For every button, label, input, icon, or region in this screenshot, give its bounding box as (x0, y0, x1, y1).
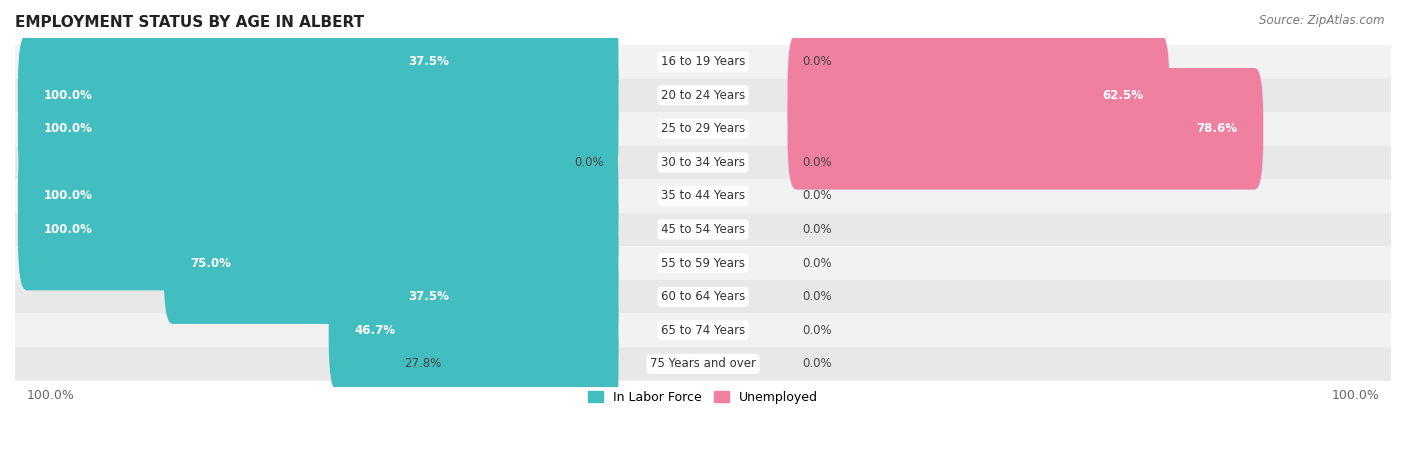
Text: 20 to 24 Years: 20 to 24 Years (661, 89, 745, 102)
FancyBboxPatch shape (15, 280, 1391, 313)
Text: 75 Years and over: 75 Years and over (650, 357, 756, 370)
Text: 25 to 29 Years: 25 to 29 Years (661, 122, 745, 135)
Text: 100.0%: 100.0% (44, 189, 93, 202)
Text: 0.0%: 0.0% (801, 324, 832, 337)
FancyBboxPatch shape (15, 45, 1391, 78)
Text: 16 to 19 Years: 16 to 19 Years (661, 55, 745, 68)
FancyBboxPatch shape (15, 347, 1391, 381)
FancyBboxPatch shape (18, 68, 619, 189)
Text: 100.0%: 100.0% (1331, 389, 1379, 402)
FancyBboxPatch shape (18, 135, 619, 257)
Text: 0.0%: 0.0% (574, 156, 605, 169)
Text: 60 to 64 Years: 60 to 64 Years (661, 290, 745, 303)
FancyBboxPatch shape (15, 78, 1391, 112)
Text: 75.0%: 75.0% (190, 257, 231, 270)
FancyBboxPatch shape (382, 236, 619, 358)
Text: 0.0%: 0.0% (801, 156, 832, 169)
Text: 0.0%: 0.0% (801, 257, 832, 270)
Text: 0.0%: 0.0% (801, 55, 832, 68)
FancyBboxPatch shape (439, 303, 619, 425)
Text: 100.0%: 100.0% (27, 389, 75, 402)
FancyBboxPatch shape (163, 202, 619, 324)
Text: 78.6%: 78.6% (1197, 122, 1237, 135)
Legend: In Labor Force, Unemployed: In Labor Force, Unemployed (583, 386, 823, 409)
Text: Source: ZipAtlas.com: Source: ZipAtlas.com (1260, 14, 1385, 27)
Text: 0.0%: 0.0% (801, 357, 832, 370)
FancyBboxPatch shape (382, 1, 619, 122)
Text: 37.5%: 37.5% (409, 55, 450, 68)
Text: 37.5%: 37.5% (409, 290, 450, 303)
Text: 62.5%: 62.5% (1102, 89, 1143, 102)
Text: 55 to 59 Years: 55 to 59 Years (661, 257, 745, 270)
FancyBboxPatch shape (787, 68, 1264, 189)
FancyBboxPatch shape (15, 112, 1391, 146)
Text: 100.0%: 100.0% (44, 122, 93, 135)
Text: 0.0%: 0.0% (801, 223, 832, 236)
Text: 100.0%: 100.0% (44, 89, 93, 102)
Text: 100.0%: 100.0% (44, 223, 93, 236)
Text: 0.0%: 0.0% (801, 189, 832, 202)
Text: 45 to 54 Years: 45 to 54 Years (661, 223, 745, 236)
Text: EMPLOYMENT STATUS BY AGE IN ALBERT: EMPLOYMENT STATUS BY AGE IN ALBERT (15, 15, 364, 30)
FancyBboxPatch shape (15, 213, 1391, 246)
FancyBboxPatch shape (15, 246, 1391, 280)
Text: 27.8%: 27.8% (405, 357, 441, 370)
FancyBboxPatch shape (787, 34, 1170, 156)
FancyBboxPatch shape (18, 169, 619, 290)
FancyBboxPatch shape (18, 34, 619, 156)
Text: 30 to 34 Years: 30 to 34 Years (661, 156, 745, 169)
Text: 35 to 44 Years: 35 to 44 Years (661, 189, 745, 202)
Text: 46.7%: 46.7% (354, 324, 396, 337)
FancyBboxPatch shape (15, 313, 1391, 347)
Text: 65 to 74 Years: 65 to 74 Years (661, 324, 745, 337)
FancyBboxPatch shape (15, 146, 1391, 179)
FancyBboxPatch shape (15, 179, 1391, 213)
FancyBboxPatch shape (329, 270, 619, 391)
Text: 0.0%: 0.0% (801, 290, 832, 303)
